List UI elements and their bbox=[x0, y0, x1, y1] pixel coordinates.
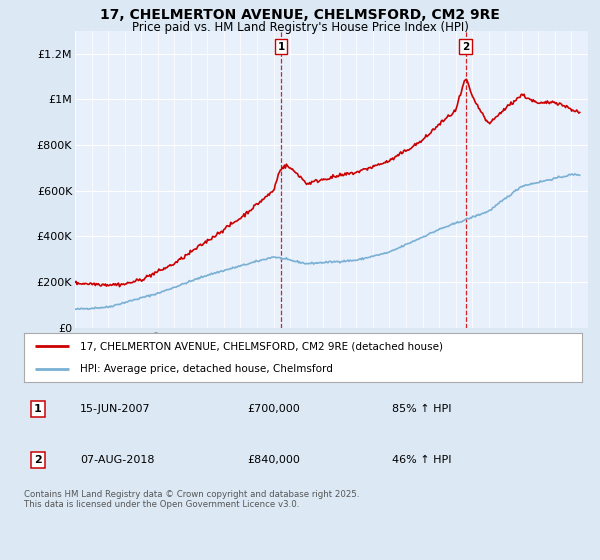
Text: 15-JUN-2007: 15-JUN-2007 bbox=[80, 404, 151, 414]
Text: £840,000: £840,000 bbox=[247, 455, 300, 465]
Text: 17, CHELMERTON AVENUE, CHELMSFORD, CM2 9RE (detached house): 17, CHELMERTON AVENUE, CHELMSFORD, CM2 9… bbox=[80, 342, 443, 351]
Text: 1: 1 bbox=[278, 42, 285, 52]
Text: 17, CHELMERTON AVENUE, CHELMSFORD, CM2 9RE: 17, CHELMERTON AVENUE, CHELMSFORD, CM2 9… bbox=[100, 8, 500, 22]
Text: Contains HM Land Registry data © Crown copyright and database right 2025.
This d: Contains HM Land Registry data © Crown c… bbox=[24, 490, 359, 510]
Text: 1: 1 bbox=[34, 404, 42, 414]
Text: 07-AUG-2018: 07-AUG-2018 bbox=[80, 455, 154, 465]
Text: 2: 2 bbox=[34, 455, 42, 465]
Text: 85% ↑ HPI: 85% ↑ HPI bbox=[392, 404, 452, 414]
Text: HPI: Average price, detached house, Chelmsford: HPI: Average price, detached house, Chel… bbox=[80, 364, 332, 374]
Text: Price paid vs. HM Land Registry's House Price Index (HPI): Price paid vs. HM Land Registry's House … bbox=[131, 21, 469, 34]
Text: £700,000: £700,000 bbox=[247, 404, 300, 414]
Text: 46% ↑ HPI: 46% ↑ HPI bbox=[392, 455, 452, 465]
Text: 2: 2 bbox=[462, 42, 469, 52]
